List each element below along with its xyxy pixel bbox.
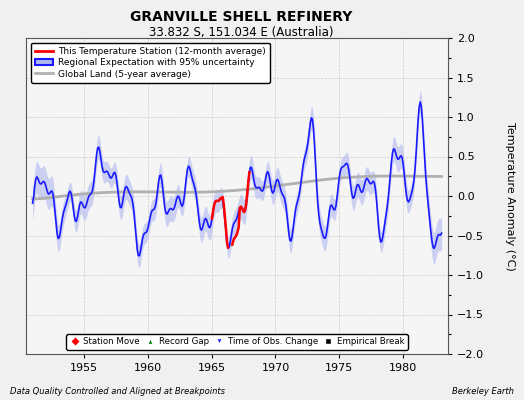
Text: Berkeley Earth: Berkeley Earth: [452, 387, 514, 396]
Y-axis label: Temperature Anomaly (°C): Temperature Anomaly (°C): [505, 122, 515, 270]
Legend: Station Move, Record Gap, Time of Obs. Change, Empirical Break: Station Move, Record Gap, Time of Obs. C…: [66, 334, 408, 350]
Text: GRANVILLE SHELL REFINERY: GRANVILLE SHELL REFINERY: [130, 10, 352, 24]
Text: Data Quality Controlled and Aligned at Breakpoints: Data Quality Controlled and Aligned at B…: [10, 387, 225, 396]
Text: 33.832 S, 151.034 E (Australia): 33.832 S, 151.034 E (Australia): [149, 26, 333, 39]
